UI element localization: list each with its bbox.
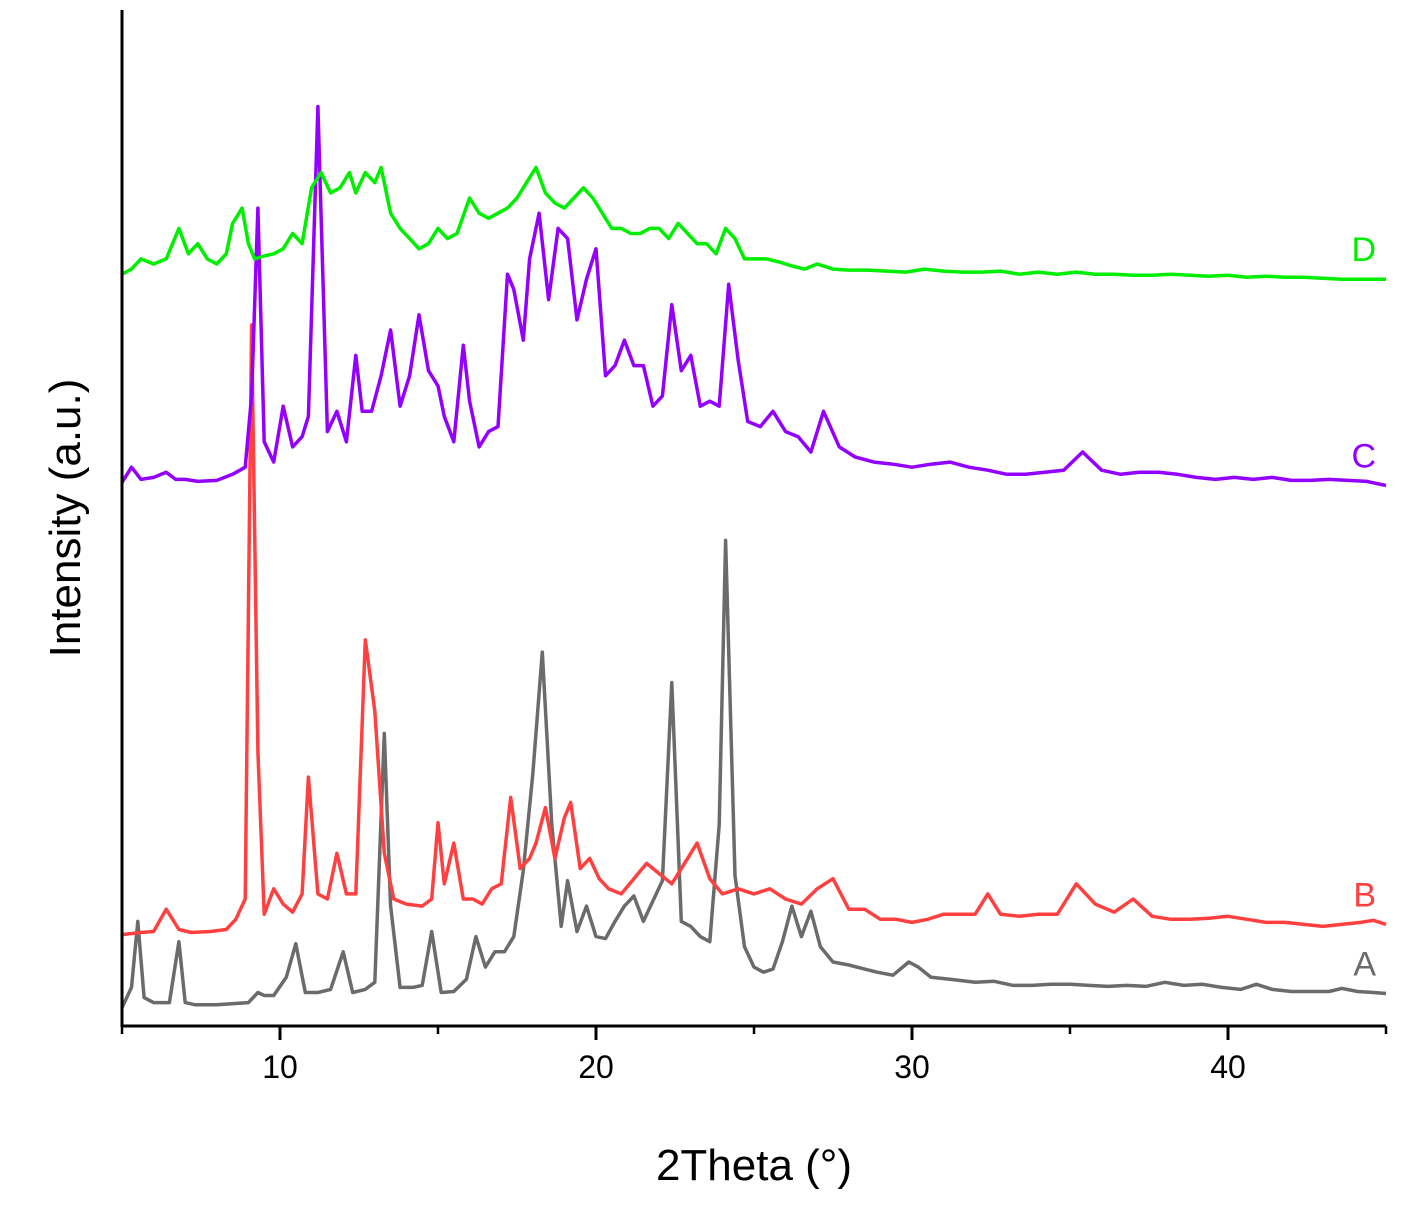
series-line-b: [121, 323, 1387, 937]
x-tick-label: 10: [262, 1049, 298, 1085]
series-line-c: [120, 104, 1387, 488]
series-label-b: B: [1353, 876, 1376, 914]
series-label-d: D: [1351, 231, 1376, 269]
series-label-a: A: [1353, 945, 1376, 983]
series-line-a: [120, 538, 1387, 1009]
series-group: [120, 104, 1387, 1009]
x-tick-label: 40: [1210, 1049, 1246, 1085]
y-axis-title: Intensity (a.u.): [41, 379, 90, 658]
x-tick-label: 30: [894, 1049, 930, 1085]
series-label-c: C: [1351, 437, 1376, 475]
series-labels: AB C D: [1351, 231, 1376, 983]
x-tick-label: 20: [578, 1049, 614, 1085]
series-line-d: [121, 165, 1386, 281]
x-ticks: 10 20 30 40: [120, 1026, 1388, 1085]
x-axis-title: 2Theta (°): [656, 1141, 852, 1190]
